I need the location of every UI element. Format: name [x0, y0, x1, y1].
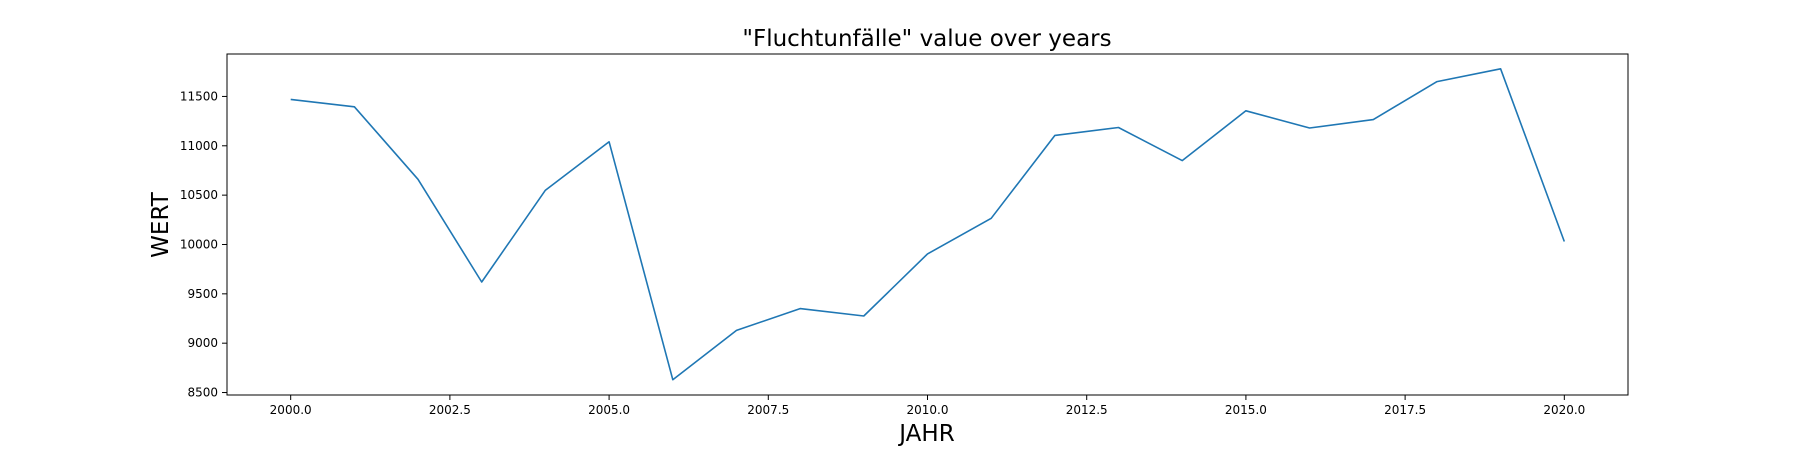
y-tick-label: 10500 — [180, 188, 218, 202]
x-axis: 2000.0 2002.5 2005.0 2007.5 2010.0 2012.5 2015… — [270, 395, 1585, 417]
y-tick-label: 9500 — [187, 287, 218, 301]
y-tick-label: 9000 — [187, 336, 218, 350]
x-tick-label: 2002.5 — [429, 403, 471, 417]
x-tick-label: 2010.0 — [907, 403, 949, 417]
x-tick-label: 2000.0 — [270, 403, 312, 417]
y-axis-label: WERT — [148, 191, 174, 258]
y-tick-label: 10000 — [180, 237, 218, 251]
x-tick-label: 2007.5 — [747, 403, 789, 417]
y-tick-label: 11500 — [180, 89, 218, 103]
x-tick-label: 2005.0 — [588, 403, 630, 417]
x-tick-label: 2017.5 — [1384, 403, 1426, 417]
chart-title: "Fluchtunfälle" value over years — [742, 26, 1111, 52]
y-tick-label: 11000 — [180, 139, 218, 153]
y-tick-label: 8500 — [187, 386, 218, 400]
x-axis-label: JAHR — [897, 421, 954, 447]
x-tick-label: 2020.0 — [1543, 403, 1585, 417]
x-tick-label: 2012.5 — [1066, 403, 1108, 417]
y-axis: 8500 9000 9500 10000 10500 11000 11500 — [180, 89, 227, 400]
x-tick-label: 2015.0 — [1225, 403, 1267, 417]
series-line — [290, 68, 1566, 381]
